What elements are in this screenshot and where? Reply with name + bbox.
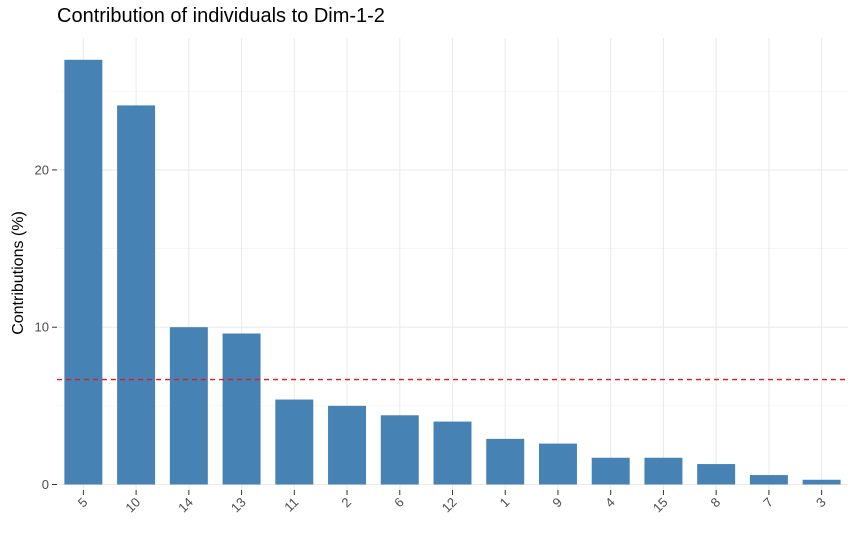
x-tick-label: 10: [122, 495, 143, 516]
bar: [222, 333, 261, 485]
x-tick-label: 7: [760, 495, 776, 511]
bar: [644, 457, 683, 485]
y-tick-label: 10: [35, 320, 49, 335]
bar: [433, 421, 472, 485]
y-tick-label: 0: [42, 477, 49, 492]
bar: [749, 475, 788, 485]
y-axis-title: Contributions (%): [10, 211, 27, 335]
x-tick-label: 4: [602, 495, 618, 511]
x-tick-label: 14: [175, 495, 196, 516]
x-tick-label: 5: [75, 495, 91, 511]
x-tick-label: 13: [228, 495, 249, 516]
x-tick-label: 12: [439, 495, 460, 516]
bar: [169, 327, 208, 485]
y-tick-label: 20: [35, 162, 49, 177]
x-tick-label: 15: [650, 495, 671, 516]
x-tick-label: 6: [391, 495, 407, 511]
x-tick-label: 2: [338, 495, 354, 511]
bar: [64, 59, 103, 485]
bar: [538, 443, 577, 485]
chart-title: Contribution of individuals to Dim-1-2: [57, 5, 385, 27]
bar: [591, 457, 630, 485]
bar: [380, 415, 419, 485]
x-tick-label: 11: [281, 495, 301, 515]
x-tick-label: 9: [549, 495, 565, 511]
bar: [275, 399, 314, 485]
x-tick-label: 8: [708, 495, 724, 511]
bar: [802, 479, 841, 485]
bar: [117, 105, 156, 485]
x-tick-label: 3: [813, 495, 829, 511]
bar: [697, 464, 736, 485]
bar: [328, 405, 367, 485]
x-tick-label: 1: [497, 495, 513, 511]
bar: [486, 438, 525, 485]
